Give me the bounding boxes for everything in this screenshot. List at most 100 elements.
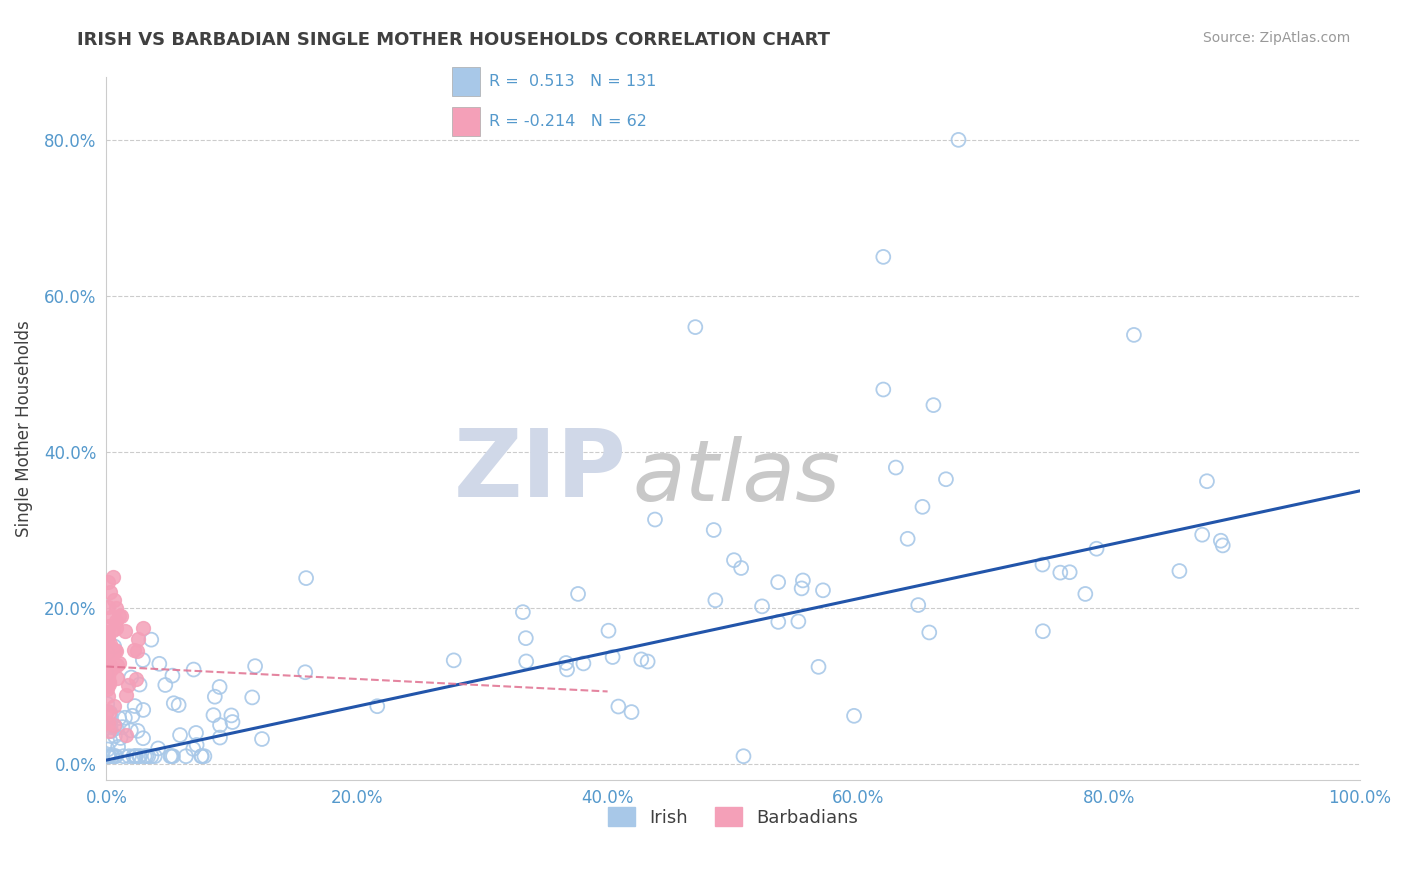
- Point: [1209, 533, 1232, 548]
- Point: [1191, 527, 1213, 541]
- Point: [704, 593, 727, 607]
- Point: [96, 650, 118, 665]
- Point: [96, 648, 118, 663]
- Point: [1212, 538, 1234, 552]
- Point: [103, 592, 125, 607]
- Point: [97, 671, 120, 685]
- Y-axis label: Single Mother Households: Single Mother Households: [15, 320, 32, 537]
- Point: [97, 715, 120, 730]
- Point: [191, 749, 214, 764]
- Point: [294, 665, 316, 680]
- Point: [146, 741, 169, 756]
- Point: [100, 719, 122, 733]
- Point: [751, 599, 773, 614]
- Point: [602, 650, 624, 665]
- Point: [607, 699, 630, 714]
- Point: [98, 709, 121, 723]
- Point: [117, 677, 139, 691]
- Point: [96, 682, 118, 697]
- Point: [1074, 587, 1097, 601]
- Point: [96, 665, 118, 679]
- Point: [96, 634, 118, 648]
- Legend: Irish, Barbadians: Irish, Barbadians: [600, 800, 866, 834]
- Point: [96, 697, 118, 711]
- Point: [918, 625, 941, 640]
- Point: [98, 640, 121, 654]
- Point: [160, 749, 183, 764]
- Point: [97, 706, 120, 720]
- Point: [98, 724, 121, 739]
- Point: [911, 500, 934, 514]
- Point: [105, 658, 128, 673]
- Point: [134, 749, 156, 764]
- Point: [132, 703, 155, 717]
- Point: [96, 641, 118, 656]
- Point: [96, 660, 118, 674]
- Point: [723, 553, 745, 567]
- Point: [114, 711, 136, 725]
- Point: [159, 749, 181, 764]
- Point: [1195, 474, 1218, 488]
- Point: [1168, 564, 1191, 578]
- Point: [515, 655, 537, 669]
- Point: [208, 680, 231, 694]
- Point: [148, 657, 170, 671]
- Point: [98, 645, 121, 659]
- Point: [101, 570, 124, 584]
- Point: [240, 690, 263, 705]
- Point: [111, 720, 134, 734]
- Text: ZIP: ZIP: [454, 425, 627, 516]
- Point: [183, 663, 205, 677]
- Text: R = -0.214   N = 62: R = -0.214 N = 62: [489, 114, 647, 128]
- Point: [107, 739, 129, 754]
- Point: [730, 561, 752, 575]
- Text: Source: ZipAtlas.com: Source: ZipAtlas.com: [1202, 31, 1350, 45]
- Point: [96, 641, 118, 656]
- Point: [115, 729, 138, 743]
- Point: [768, 615, 790, 629]
- Point: [97, 668, 120, 682]
- Point: [132, 621, 155, 635]
- Point: [104, 643, 127, 657]
- Point: [208, 731, 231, 745]
- Point: [186, 738, 208, 752]
- Point: [897, 532, 920, 546]
- Point: [135, 749, 157, 764]
- Point: [96, 666, 118, 681]
- Point: [120, 671, 142, 685]
- Point: [101, 661, 124, 675]
- Point: [190, 749, 212, 764]
- Point: [811, 583, 834, 598]
- Point: [221, 714, 243, 729]
- Point: [98, 706, 121, 720]
- Point: [104, 621, 127, 635]
- Point: [104, 749, 127, 764]
- Point: [162, 668, 184, 682]
- Point: [105, 614, 128, 628]
- Point: [97, 749, 120, 764]
- Point: [1085, 541, 1108, 556]
- FancyBboxPatch shape: [453, 67, 479, 96]
- Point: [104, 719, 127, 733]
- Point: [96, 669, 118, 683]
- Point: [907, 598, 929, 612]
- Point: [620, 705, 643, 719]
- Point: [132, 731, 155, 746]
- Point: [101, 749, 124, 764]
- Point: [125, 672, 148, 686]
- Point: [114, 624, 136, 639]
- Point: [872, 383, 894, 397]
- Point: [208, 718, 231, 732]
- Point: [163, 696, 186, 710]
- Point: [935, 472, 957, 486]
- Point: [124, 699, 146, 714]
- Point: [103, 640, 125, 654]
- Point: [97, 619, 120, 633]
- Point: [97, 642, 120, 657]
- Point: [162, 749, 184, 764]
- Point: [174, 749, 197, 764]
- Point: [97, 630, 120, 644]
- Point: [221, 708, 243, 723]
- Point: [366, 699, 388, 714]
- Point: [555, 656, 578, 670]
